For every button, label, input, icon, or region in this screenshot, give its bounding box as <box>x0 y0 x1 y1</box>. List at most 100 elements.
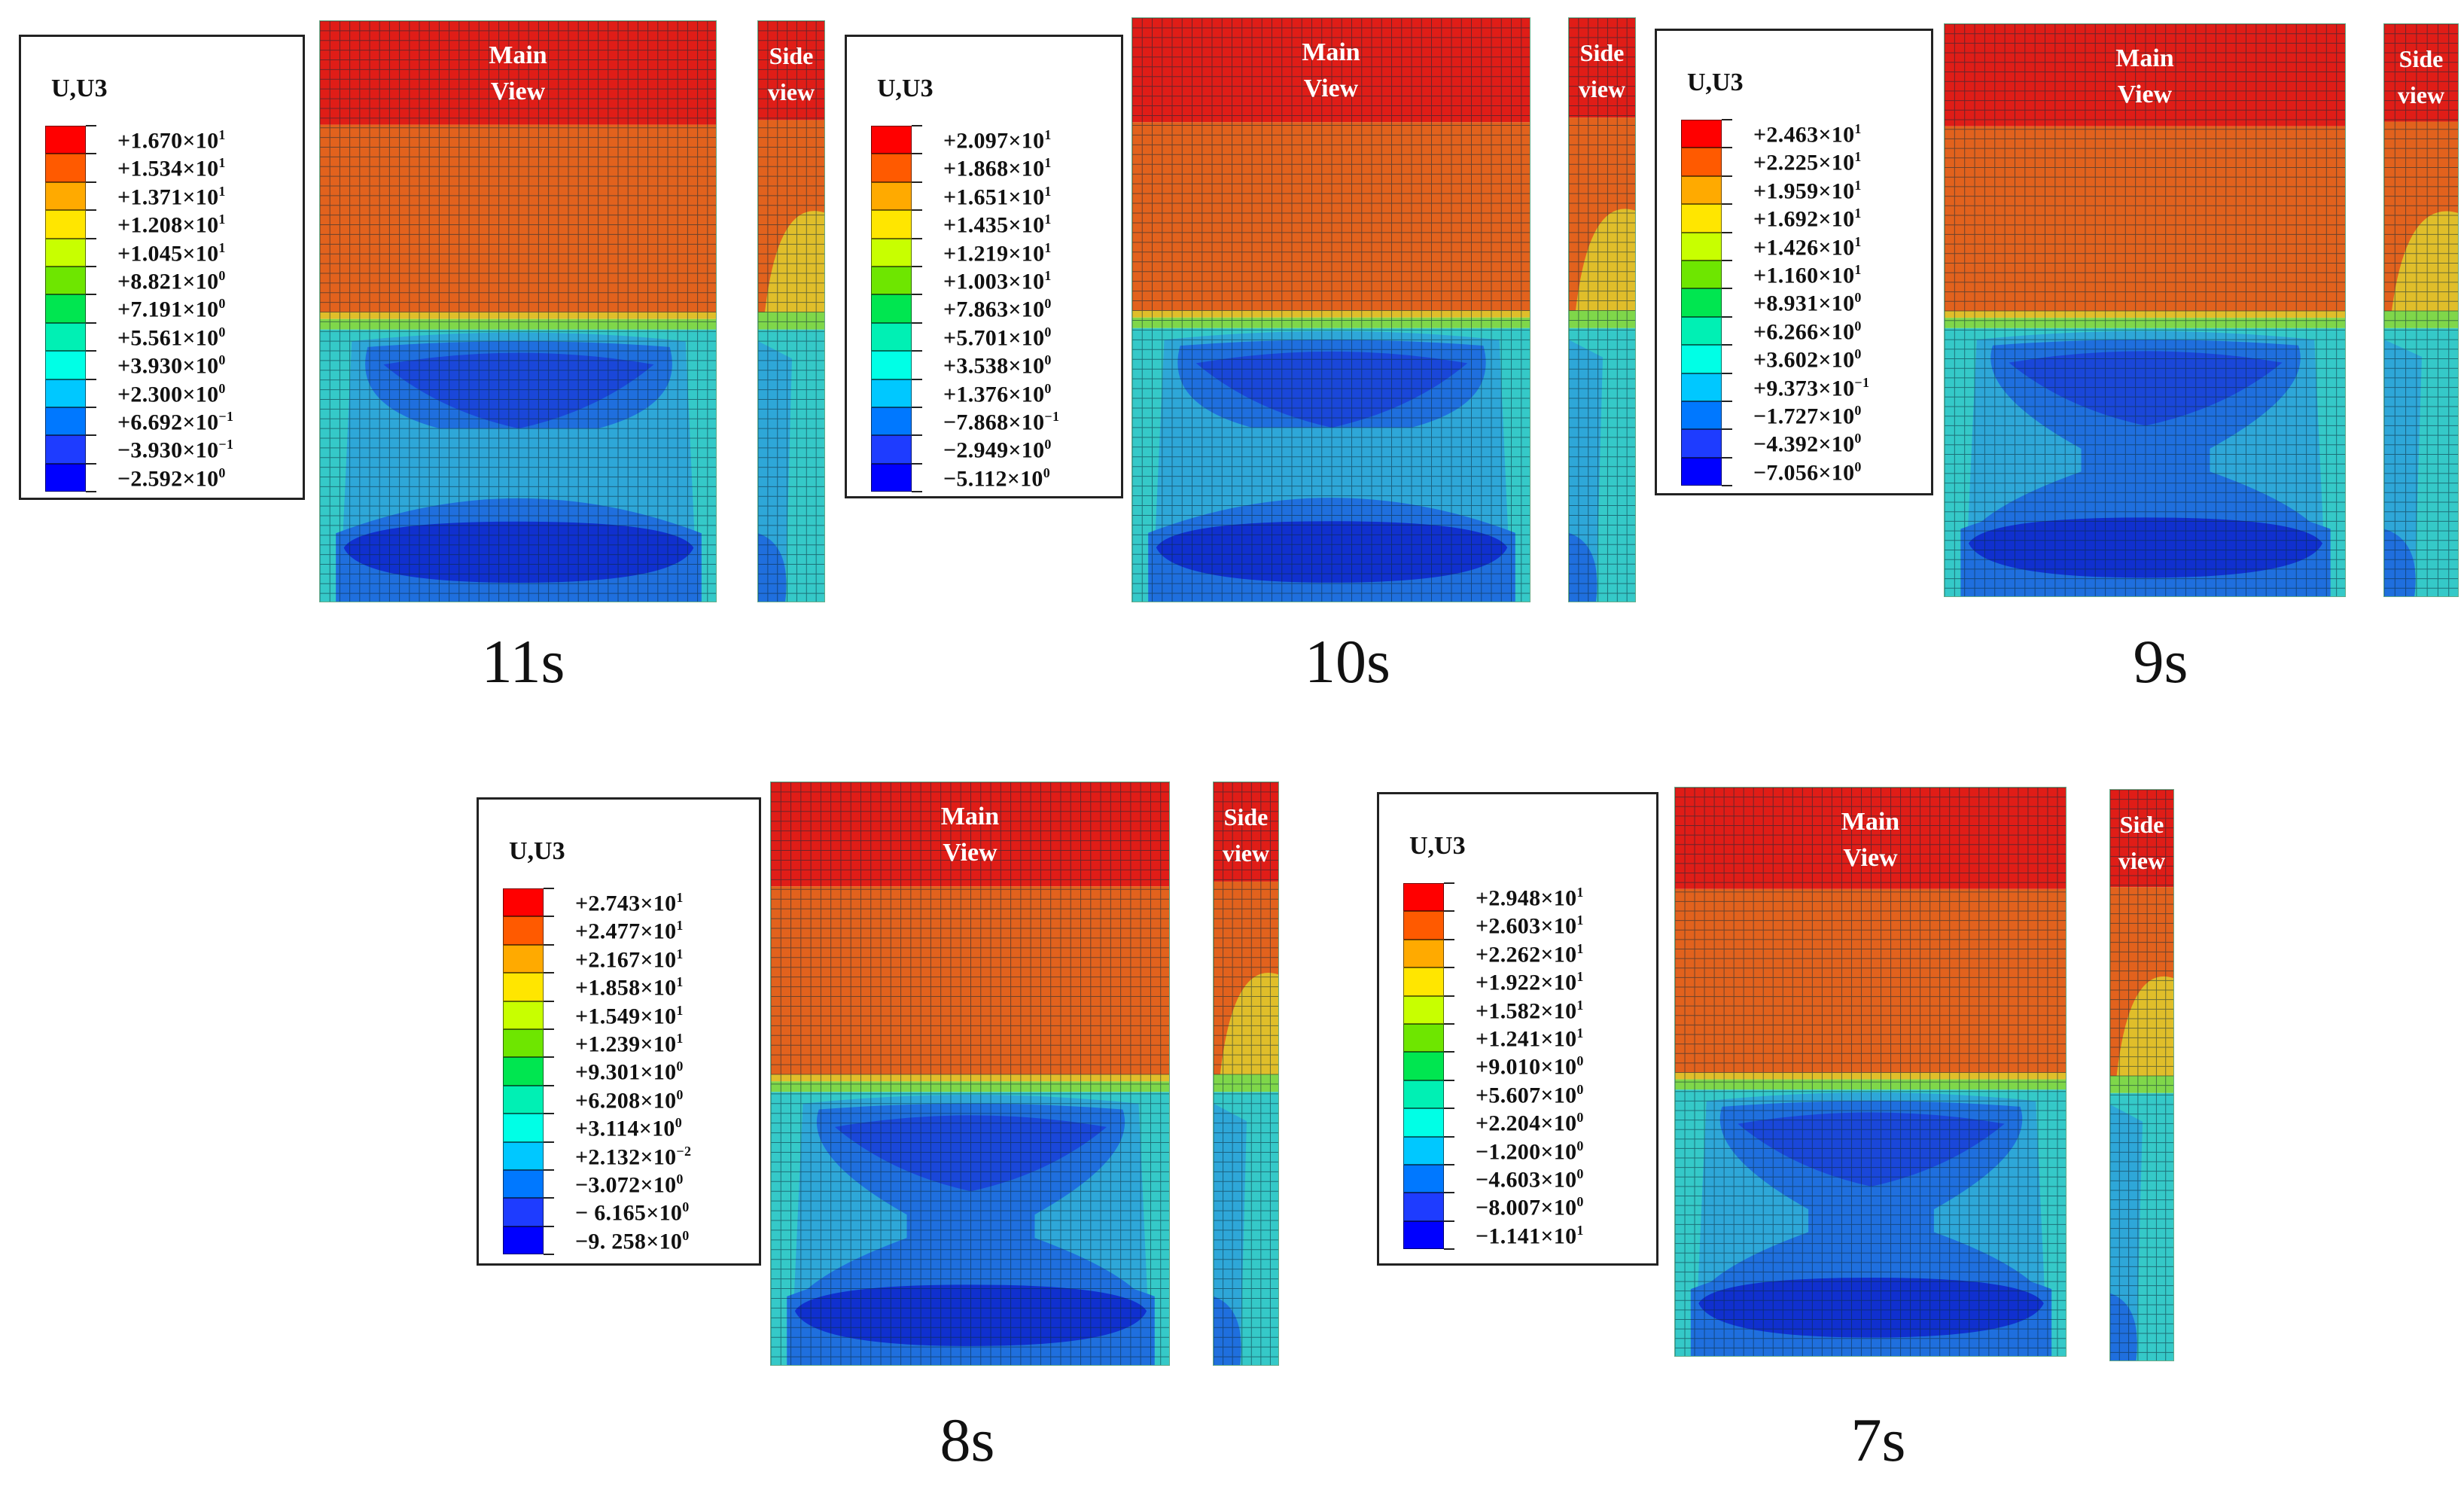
legend-value: +1.376×100 <box>943 380 1052 407</box>
legend-tick <box>544 972 554 974</box>
legend-value: +1.435×101 <box>943 212 1052 238</box>
legend-value: +1.959×101 <box>1753 177 1862 204</box>
legend-swatch <box>1403 1136 1444 1165</box>
legend-row: −2.592×100 <box>45 462 301 492</box>
legend-tick <box>1444 1164 1454 1165</box>
legend-swatch <box>1681 232 1722 261</box>
legend-swatch <box>871 463 912 492</box>
legend-value: +2.167×101 <box>575 946 684 973</box>
legend-value: +1.534×101 <box>117 155 226 182</box>
side-mesh-grid <box>758 21 824 602</box>
legend-value: +9.301×100 <box>575 1059 684 1086</box>
main-view-plot: Main View <box>1131 17 1530 602</box>
legend-value: +2.603×101 <box>1476 913 1584 940</box>
legend-swatch <box>503 1226 544 1255</box>
side-view-plot: Side view <box>1568 17 1636 602</box>
legend-swatch <box>1403 1193 1444 1221</box>
legend-box: U,U3 +2.463×101 +2.225×101 +1.959×101 +1.692… <box>1655 29 1933 495</box>
legend-value: +1.868×101 <box>943 155 1052 182</box>
side-red-band <box>758 21 824 120</box>
legend-row: +6.692×10−1 <box>45 407 301 436</box>
side-view-plot: Side view <box>757 20 825 602</box>
legend-value: −2.949×100 <box>943 437 1052 464</box>
main-view-plot: Main View <box>770 782 1170 1366</box>
legend-tick <box>1722 203 1732 206</box>
side-lightblue-region <box>758 341 792 602</box>
legend-swatch <box>45 379 86 407</box>
red-band <box>1132 18 1530 123</box>
legend-tick <box>912 125 922 126</box>
legend-tick <box>1722 231 1732 233</box>
side-red-band <box>1569 18 1635 118</box>
legend-swatch <box>503 1085 544 1114</box>
legend-swatch <box>1403 967 1444 996</box>
legend-tick <box>1722 456 1732 459</box>
legend-tick <box>1722 372 1732 374</box>
legend-row: −7.868×10−1 <box>871 407 1119 436</box>
legend-row: +2.167×101 <box>503 943 757 973</box>
legend-tick <box>86 321 96 324</box>
side-lightblue-region <box>1214 1103 1247 1365</box>
legend-row: +1.371×101 <box>45 181 301 211</box>
mesh-grid <box>1945 24 2345 596</box>
legend-value: +6.266×100 <box>1753 318 1862 345</box>
legend-tick <box>1444 938 1454 940</box>
legend-row: +2.262×101 <box>1403 938 1655 968</box>
legend-row: +1.003×101 <box>871 266 1119 295</box>
side-view-contour <box>1569 18 1635 602</box>
legend-swatch <box>45 181 86 211</box>
legend-tick <box>544 1000 554 1002</box>
legend-swatch <box>1681 401 1722 430</box>
legend-tick <box>1722 119 1732 120</box>
legend-value: +1.922×101 <box>1476 969 1584 995</box>
legend-row: +1.582×101 <box>1403 995 1655 1024</box>
legend-value: − 6.165×100 <box>575 1199 690 1226</box>
legend-tick <box>86 237 96 239</box>
side-view-contour <box>758 21 824 602</box>
red-band <box>1945 24 2345 126</box>
side-green-strip <box>758 312 824 330</box>
legend-value: −9. 258×100 <box>575 1227 690 1254</box>
side-view-contour <box>2384 24 2458 596</box>
main-view-plot: Main View <box>1944 23 2346 597</box>
legend-swatch <box>1681 373 1722 401</box>
side-green-strip <box>2384 311 2458 328</box>
legend-box: U,U3 +2.948×101 +2.603×101 +2.262×101 +1.922… <box>1377 792 1658 1266</box>
legend-row: +1.651×101 <box>871 181 1119 211</box>
legend-swatch <box>503 1198 544 1226</box>
legend-swatch <box>1403 1080 1444 1109</box>
side-mesh-grid <box>2384 24 2458 596</box>
legend-swatch <box>1403 995 1444 1024</box>
legend-value: +6.692×10−1 <box>117 409 234 435</box>
legend-row: +5.607×100 <box>1403 1079 1655 1109</box>
legend-row: +1.219×101 <box>871 237 1119 267</box>
legend-swatch <box>503 1141 544 1170</box>
legend-row: +7.191×100 <box>45 294 301 323</box>
side-midblue-region <box>1214 1296 1241 1365</box>
legend-value: +1.692×101 <box>1753 206 1862 232</box>
side-view-label: Side view <box>2118 811 2166 874</box>
legend-row: −1.727×100 <box>1681 401 1929 430</box>
orange-band <box>1132 122 1530 311</box>
legend-tick <box>86 407 96 408</box>
legend-swatch <box>45 238 86 267</box>
legend-swatch <box>1681 120 1722 148</box>
legend-swatch <box>871 126 912 154</box>
legend-swatch <box>45 322 86 352</box>
legend-swatch <box>503 1170 544 1199</box>
legend-swatch <box>45 294 86 323</box>
legend-value: −5.112×100 <box>943 465 1051 492</box>
legend-row: +1.670×101 <box>45 125 301 154</box>
legend-tick <box>1444 1248 1454 1251</box>
legend-tick <box>86 378 96 380</box>
time-label: 10s <box>1305 627 1390 696</box>
legend-row: +2.948×101 <box>1403 882 1655 912</box>
legend-value: +2.463×101 <box>1753 121 1862 148</box>
main-view-plot: Main View <box>319 20 717 602</box>
legend-row: −2.949×100 <box>871 434 1119 464</box>
side-mesh-grid <box>1214 782 1278 1365</box>
main-view-label: Main View <box>940 803 1000 867</box>
legend-tick <box>86 209 96 212</box>
legend-tick <box>1444 1023 1454 1025</box>
legend-tick <box>1444 1220 1454 1222</box>
